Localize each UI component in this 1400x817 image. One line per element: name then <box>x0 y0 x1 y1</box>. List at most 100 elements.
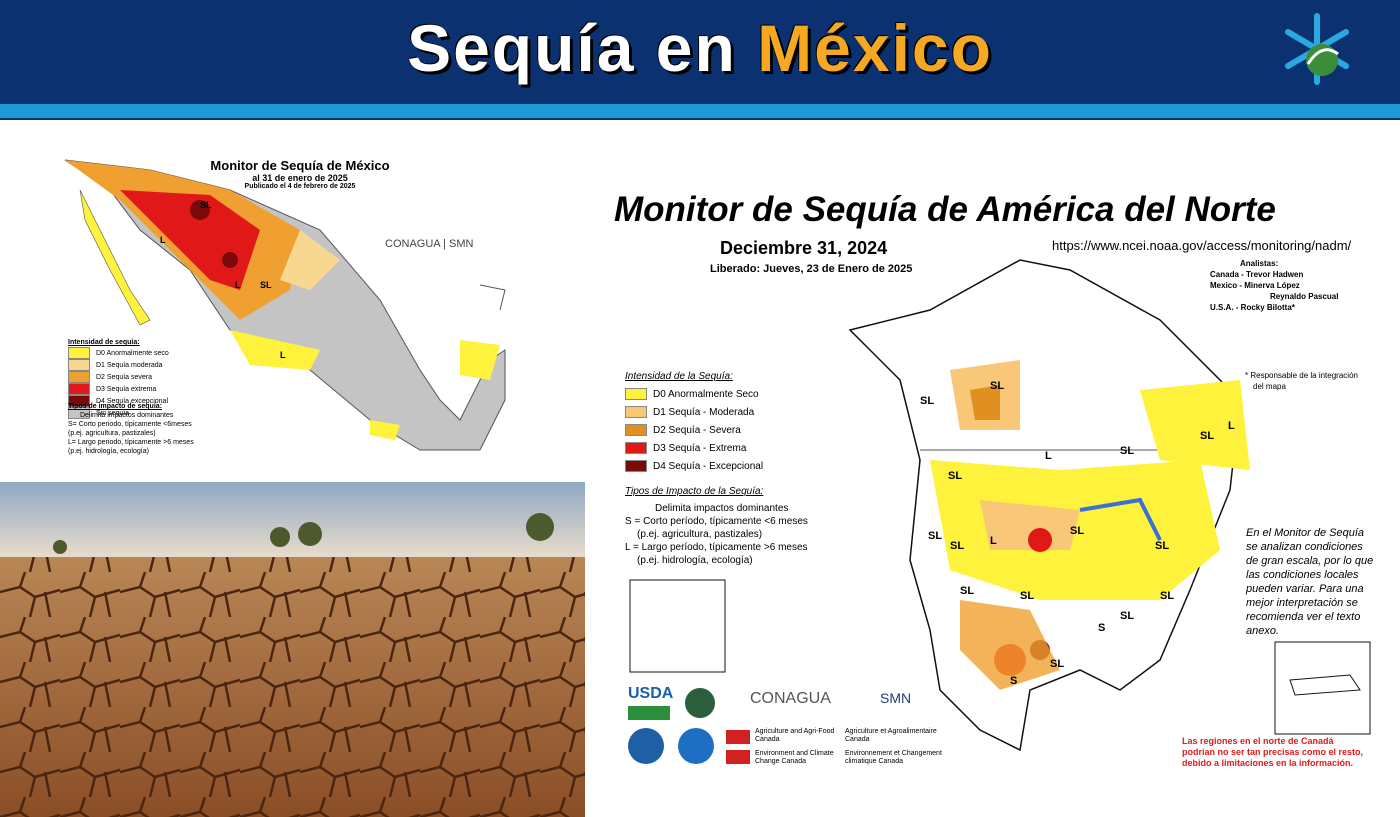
legend-label: D2 Sequía severa <box>96 373 153 381</box>
note-line: * Responsable de la integración <box>1245 371 1358 380</box>
region-label: SL <box>1120 445 1135 457</box>
impact-text: (p.ej. hidrología, ecología) <box>637 555 753 566</box>
legend-row: D1 Sequía moderada <box>68 359 169 371</box>
na-map-title: Monitor de Sequía de América del Norte <box>614 190 1276 229</box>
impact-text: (p.ej. agricultura, pastizales) <box>68 430 156 437</box>
region-label: SL <box>1160 590 1175 602</box>
legend-swatch <box>68 383 90 395</box>
legend-swatch <box>625 388 647 401</box>
legend-row: D3 Sequía - Extrema <box>625 440 763 458</box>
analyst: Reynaldo Pascual <box>1270 292 1339 301</box>
logo-icon <box>1285 13 1349 85</box>
dry-soil-photo <box>0 482 585 817</box>
na-bottom-note: Las regiones en el norte de Canadá podría… <box>1182 736 1363 769</box>
analysts-title: Analistas: <box>1240 259 1279 268</box>
legend-label: D4 Sequía - Excepcional <box>653 461 764 472</box>
logo-noaa <box>678 728 714 764</box>
side-line: recomienda ver el texto <box>1246 611 1361 623</box>
side-line: se analizan condiciones <box>1246 541 1363 553</box>
side-line: anexo. <box>1246 625 1280 637</box>
na-map-url: https://www.ncei.noaa.gov/access/monitor… <box>1052 238 1352 253</box>
legend-swatch <box>68 395 90 407</box>
legend-row: D2 Sequía - Severa <box>625 422 763 440</box>
logo-env-en: Environment and Climate Change Canada <box>755 750 834 765</box>
legend-row: D4 Sequía excepcional <box>68 395 169 407</box>
region-label: S <box>1010 675 1018 687</box>
region-label: S <box>1098 622 1106 634</box>
region-label: L <box>235 280 241 290</box>
na-analysts: Analistas: Canada - Trevor Hadwen Mexico … <box>1210 258 1338 313</box>
logo-conagua: CONAGUA <box>750 690 831 707</box>
side-line: las condiciones locales <box>1246 569 1359 581</box>
region-label: SL <box>990 380 1005 392</box>
note-line: podrían no ser tan precisas como el rest… <box>1182 747 1364 757</box>
note-line: debido a limitaciones en la información. <box>1182 758 1354 768</box>
na-impacts: Tipos de Impacto de la Sequía: Delimita … <box>625 485 808 567</box>
logo-usda: USDA <box>628 685 674 702</box>
mexico-legend: Intensidad de sequía: D0 Anormalmente se… <box>68 338 169 419</box>
side-line: En el Monitor de Sequía <box>1246 527 1365 539</box>
north-america-map-panel: Monitor de Sequía de América del Norte D… <box>600 130 1400 800</box>
region-label: SL <box>920 395 935 407</box>
legend-row: D0 Anormalmente Seco <box>625 386 763 404</box>
legend-label: D1 Sequía - Moderada <box>653 407 755 418</box>
region-label: L <box>1045 450 1052 462</box>
logo-commerce <box>628 728 664 764</box>
region-label: SL <box>960 585 975 597</box>
title-end: México <box>757 11 993 85</box>
legend-row: Sin sequía <box>68 407 169 419</box>
page-title: Sequía en México <box>0 10 1400 86</box>
legend-label: D0 Anormalmente Seco <box>653 389 759 400</box>
flag-canada <box>726 730 750 744</box>
legend-swatch <box>68 359 90 371</box>
side-line: mejor interpretación se <box>1246 597 1358 609</box>
logo-text: SMN <box>449 238 474 250</box>
mexico-map <box>64 159 506 451</box>
legend-swatch <box>625 442 647 455</box>
legend-swatch <box>68 371 90 383</box>
legend-swatch <box>625 460 647 473</box>
mexico-map-published: Publicado el 4 de febrero de 2025 <box>244 183 356 190</box>
na-analysts-note: * Responsable de la integración del mapa <box>1245 370 1358 392</box>
region-label: SL <box>1155 540 1170 552</box>
region-label: SL <box>260 280 272 290</box>
legend-label: D1 Sequía moderada <box>96 361 163 369</box>
region-label: SL <box>1120 610 1135 622</box>
analyst: Canada - Trevor Hadwen <box>1210 270 1304 279</box>
legend-row: D2 Sequía severa <box>68 371 169 383</box>
region-label: SL <box>1200 430 1215 442</box>
mexico-map-header: Monitor de Sequía de México al 31 de ene… <box>200 158 400 190</box>
impact-text: L = Largo período, típicamente >6 meses <box>625 542 808 553</box>
logo-smn: SMN <box>880 690 912 706</box>
note-line: del mapa <box>1253 382 1286 391</box>
side-line: pueden variar. Para una <box>1246 583 1364 595</box>
region-label: SL <box>950 540 965 552</box>
region-label: SL <box>1070 525 1085 537</box>
impact-text: (p.ej. hidrología, ecología) <box>68 448 149 455</box>
logo-text: CONAGUA <box>385 238 441 250</box>
mexico-map-date: al 31 de enero de 2025 <box>252 173 348 183</box>
region-label: L <box>1228 420 1235 432</box>
legend-label: Sin sequía <box>96 409 130 417</box>
legend-swatch <box>625 406 647 419</box>
region-label: SL <box>1050 658 1065 670</box>
flag-canada <box>726 750 750 764</box>
legend-swatch <box>68 347 90 359</box>
mexico-map-title: Monitor de Sequía de México <box>210 158 390 173</box>
mexico-map-panel: Monitor de Sequía de México al 31 de ene… <box>60 150 515 468</box>
na-legend: Intensidad de la Sequía: D0 Anormalmente… <box>625 368 763 476</box>
region-label: SL <box>928 530 943 542</box>
region-label: SL <box>1020 590 1035 602</box>
impact-text: Delimita impactos dominantes <box>655 503 789 514</box>
north-america-map <box>629 259 1371 752</box>
legend-title: Intensidad de la Sequía: <box>625 371 733 382</box>
logo-agr-en: Agriculture and Agri-Food Canada <box>755 728 835 743</box>
region-label: L <box>160 235 166 245</box>
legend-row: D3 Sequía extrema <box>68 383 169 395</box>
impact-text: S = Corto período, típicamente <6 meses <box>625 516 808 527</box>
logo-nmdc <box>685 688 715 718</box>
impact-text: Delimita impactos dominantes <box>80 412 174 419</box>
impact-text: (p.ej. agricultura, pastizales) <box>637 529 763 540</box>
note-line: Las regiones en el norte de Canadá <box>1182 736 1334 746</box>
